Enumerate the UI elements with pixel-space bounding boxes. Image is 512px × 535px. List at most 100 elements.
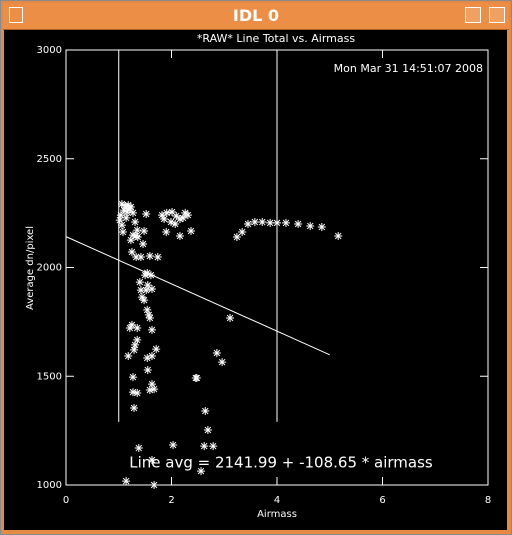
data-point	[160, 214, 169, 223]
data-point	[143, 365, 152, 374]
data-point	[238, 228, 247, 237]
fit-annotation: Line avg = 2141.99 + -108.65 * airmass	[129, 454, 433, 472]
data-point	[175, 231, 184, 240]
data-point	[122, 477, 131, 486]
data-point	[131, 218, 140, 227]
x-tick-label: 0	[63, 495, 69, 506]
x-tick-label: 6	[379, 495, 385, 506]
data-point	[171, 220, 180, 228]
fit-line	[65, 236, 330, 356]
data-point	[183, 211, 192, 220]
data-point	[281, 218, 290, 227]
data-point	[142, 209, 151, 218]
data-point	[128, 208, 137, 217]
data-point	[143, 305, 152, 314]
window-menu-button[interactable]	[9, 7, 23, 23]
data-point	[147, 380, 156, 389]
data-point	[294, 220, 303, 228]
data-point	[200, 442, 209, 451]
window-title: IDL 0	[232, 6, 280, 25]
data-point	[179, 213, 188, 222]
data-point	[125, 323, 134, 332]
data-point	[250, 218, 259, 227]
data-point	[201, 407, 210, 416]
data-point	[126, 203, 135, 212]
data-point	[124, 352, 133, 361]
data-point	[117, 199, 126, 208]
data-point	[141, 271, 150, 280]
data-point	[116, 211, 125, 220]
data-point	[147, 352, 156, 361]
data-point	[145, 385, 154, 394]
data-point	[317, 223, 326, 232]
y-tick-label: 1000	[37, 480, 62, 491]
x-tick-label: 4	[274, 495, 280, 506]
data-point	[334, 231, 343, 240]
data-point	[168, 208, 177, 217]
data-point	[243, 220, 252, 228]
data-point	[266, 218, 275, 227]
data-point	[172, 211, 181, 220]
data-point	[203, 425, 212, 434]
x-tick-label: 8	[485, 495, 491, 506]
data-point	[212, 348, 221, 357]
data-point	[133, 388, 142, 397]
data-point	[169, 440, 178, 449]
data-point	[162, 228, 171, 237]
x-tick-label: 2	[168, 495, 174, 506]
data-point	[143, 281, 152, 290]
data-point	[152, 345, 161, 354]
data-point	[140, 226, 149, 235]
y-axis-label: Average dn/pixel	[25, 226, 36, 310]
data-point	[139, 240, 148, 249]
data-point	[128, 231, 137, 240]
data-point	[147, 285, 156, 294]
data-point	[132, 253, 141, 262]
data-point	[128, 388, 137, 397]
data-point	[117, 221, 126, 230]
data-point	[137, 293, 146, 302]
data-point	[136, 286, 145, 295]
data-point	[136, 253, 145, 262]
title-bar: IDL 0	[3, 3, 509, 30]
data-point	[122, 213, 131, 222]
data-point	[150, 385, 159, 394]
timestamp: Mon Mar 31 14:51:07 2008	[334, 62, 483, 75]
data-point	[232, 233, 241, 242]
data-point	[158, 211, 167, 220]
data-point	[127, 320, 136, 329]
data-point	[126, 236, 135, 245]
data-point	[121, 201, 130, 210]
data-point	[133, 323, 142, 332]
y-tick-label: 1500	[37, 371, 62, 382]
plot-background	[4, 30, 507, 530]
data-point	[128, 373, 137, 382]
maximize-button[interactable]	[489, 7, 505, 23]
data-point	[258, 218, 267, 227]
data-point	[145, 251, 154, 260]
chart-title: *RAW* Line Total vs. Airmass	[197, 32, 355, 45]
data-point	[144, 310, 153, 319]
data-point	[130, 404, 139, 413]
data-point	[145, 313, 154, 322]
data-point	[226, 313, 235, 322]
data-point	[133, 233, 142, 242]
data-point	[147, 455, 156, 464]
data-point	[153, 253, 162, 262]
data-point	[133, 335, 142, 344]
data-point	[150, 481, 159, 489]
data-point	[273, 218, 281, 227]
data-point	[115, 216, 124, 225]
minimize-button[interactable]	[465, 7, 481, 23]
data-point	[143, 353, 152, 362]
data-point	[175, 214, 184, 223]
y-tick-label: 2500	[37, 154, 62, 165]
data-point	[209, 442, 218, 451]
y-tick-label: 2000	[37, 263, 62, 274]
data-point	[166, 218, 175, 227]
data-point	[191, 373, 200, 382]
data-point	[131, 340, 140, 349]
data-point	[197, 467, 206, 476]
data-point	[187, 226, 196, 235]
